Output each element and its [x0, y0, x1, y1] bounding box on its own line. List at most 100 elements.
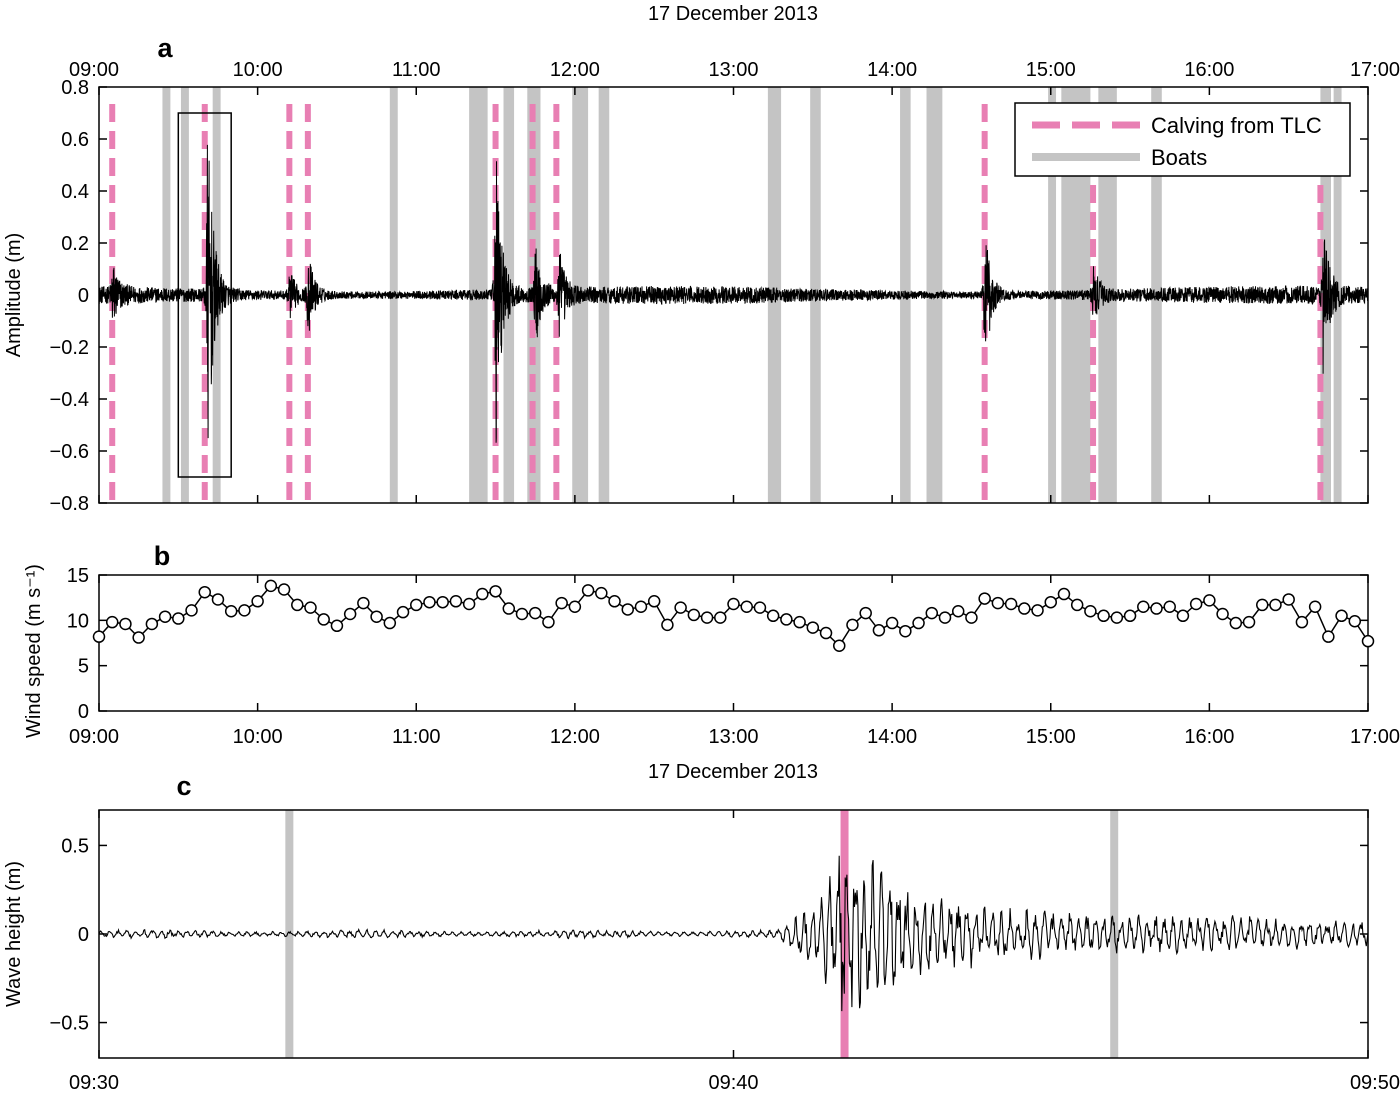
wind-speed-point	[462, 597, 476, 611]
wind-speed-point	[251, 595, 264, 608]
x-tick-label-b: 14:00	[867, 726, 917, 748]
y-tick-label-a: 0.8	[61, 77, 89, 99]
wind-speed-point	[238, 604, 251, 617]
wind-speed-point	[132, 631, 145, 644]
x-tick-label-a: 13:00	[708, 59, 758, 81]
x-tick-label-b: 17:00	[1350, 726, 1400, 748]
wind-speed-point	[423, 595, 436, 609]
wind-speed-point	[1044, 595, 1057, 609]
panel-letter-b: b	[154, 541, 171, 571]
plot-frame-b	[98, 574, 1369, 712]
wind-speed-point	[674, 601, 687, 614]
y-tick-label-c: 0.5	[61, 835, 89, 857]
y-tick-label-b: 0	[78, 701, 89, 723]
wind-speed-point	[449, 595, 463, 608]
wind-speed-point	[1229, 616, 1243, 630]
wind-speed-point	[1189, 597, 1203, 611]
wind-speed-point	[383, 616, 397, 630]
x-tick-label-b: 16:00	[1184, 726, 1234, 748]
wind-speed-point	[885, 616, 899, 630]
wind-speed-point	[198, 585, 211, 599]
wind-speed-point	[1031, 604, 1044, 617]
y-tick-label-b: 10	[67, 610, 89, 632]
wind-speed-point	[224, 605, 238, 618]
wind-speed-point	[938, 611, 952, 624]
wind-speed-point	[899, 624, 912, 638]
wind-speed-point	[1137, 600, 1150, 613]
wind-speed-point	[476, 587, 489, 601]
panel-b: 09:00 10:00 11:00 12:00 13:00 14:00 15:00 16:00…	[23, 541, 1400, 748]
wind-speed-point	[859, 606, 872, 620]
wind-speed-point	[1176, 609, 1190, 623]
y-tick-label-a: 0.2	[61, 233, 89, 255]
panel-a: 09:00 10:00 11:00 12:00 13:00 14:00 15:00 16:00…	[3, 3, 1400, 515]
wind-speed-point	[528, 606, 542, 620]
y-axis-label-a: Amplitude (m)	[3, 233, 25, 357]
wind-speed-point	[304, 601, 317, 614]
wind-speed-point	[1163, 600, 1176, 613]
wind-speed-point	[1216, 607, 1229, 621]
y-tick-label-c: 0	[78, 924, 89, 946]
wind-speed-point	[951, 605, 965, 618]
wind-speed-point	[1335, 609, 1348, 623]
wind-speed-point	[647, 595, 661, 608]
wind-speed-point	[502, 602, 516, 615]
wind-speed-point	[793, 615, 806, 629]
wind-speed-point	[291, 598, 304, 612]
panel-letter-a: a	[157, 33, 173, 63]
x-tick-label-b: 13:00	[708, 726, 758, 748]
x-tick-label-b: 10:00	[233, 726, 283, 748]
wind-speed-point	[264, 579, 278, 593]
x-tick-label-c: 09:50	[1350, 1072, 1400, 1094]
y-tick-label-a: −0.4	[50, 389, 89, 411]
wind-speed-point	[145, 617, 159, 631]
wind-speed-point	[555, 596, 568, 610]
wind-speed-point	[634, 600, 648, 613]
wind-speed-point	[1150, 602, 1163, 615]
x-tick-label-b: 12:00	[550, 726, 600, 748]
wind-speed-point	[119, 617, 132, 631]
wind-speed-point	[158, 610, 172, 623]
y-tick-label-a: 0.6	[61, 129, 89, 151]
wind-speed-point	[1269, 598, 1282, 612]
wind-speed-point	[978, 592, 991, 605]
wind-speed-point	[700, 611, 714, 624]
wind-speed-point	[833, 639, 846, 652]
x-tick-label-b: 15:00	[1026, 726, 1076, 748]
wind-speed-point	[277, 583, 291, 596]
wind-speed-point	[766, 609, 780, 623]
wind-speed-point	[1057, 587, 1071, 601]
wind-speed-point	[1018, 602, 1031, 615]
wind-speed-point	[1110, 611, 1124, 624]
y-axis-label-b: Wind speed (m s⁻¹)	[23, 564, 45, 738]
boat-band	[926, 87, 943, 503]
wind-speed-point	[991, 596, 1005, 610]
wind-speed-point	[436, 595, 449, 609]
wind-speed-point	[727, 597, 740, 611]
wind-speed-point	[581, 584, 595, 597]
wind-speed-point	[410, 598, 423, 612]
legend: Calving from TLC Boats	[1014, 102, 1351, 177]
wind-speed-point	[661, 618, 674, 632]
wind-speed-point	[542, 615, 555, 629]
panel-letter-c: c	[176, 771, 191, 801]
wind-speed-point	[1322, 630, 1335, 643]
wind-speed-point	[185, 604, 198, 617]
wind-speed-point	[515, 607, 529, 621]
wind-speed-point	[1282, 593, 1295, 606]
x-tick-label-a: 12:00	[550, 59, 600, 81]
wind-speed-point	[753, 601, 767, 614]
wind-speed-point	[687, 608, 701, 622]
wind-speed-point	[806, 621, 820, 634]
wind-speed-point	[1203, 594, 1216, 607]
wind-speed-point	[343, 607, 357, 621]
wind-speed-point	[92, 630, 106, 643]
wind-speed-point	[714, 611, 727, 624]
x-tick-label-b: 09:00	[69, 726, 119, 748]
wind-speed-point	[1361, 634, 1375, 648]
wind-speed-point	[740, 600, 753, 613]
x-tick-label-a: 10:00	[233, 59, 283, 81]
x-tick-label-b: 11:00	[392, 726, 441, 748]
wind-speed-point	[819, 626, 833, 640]
